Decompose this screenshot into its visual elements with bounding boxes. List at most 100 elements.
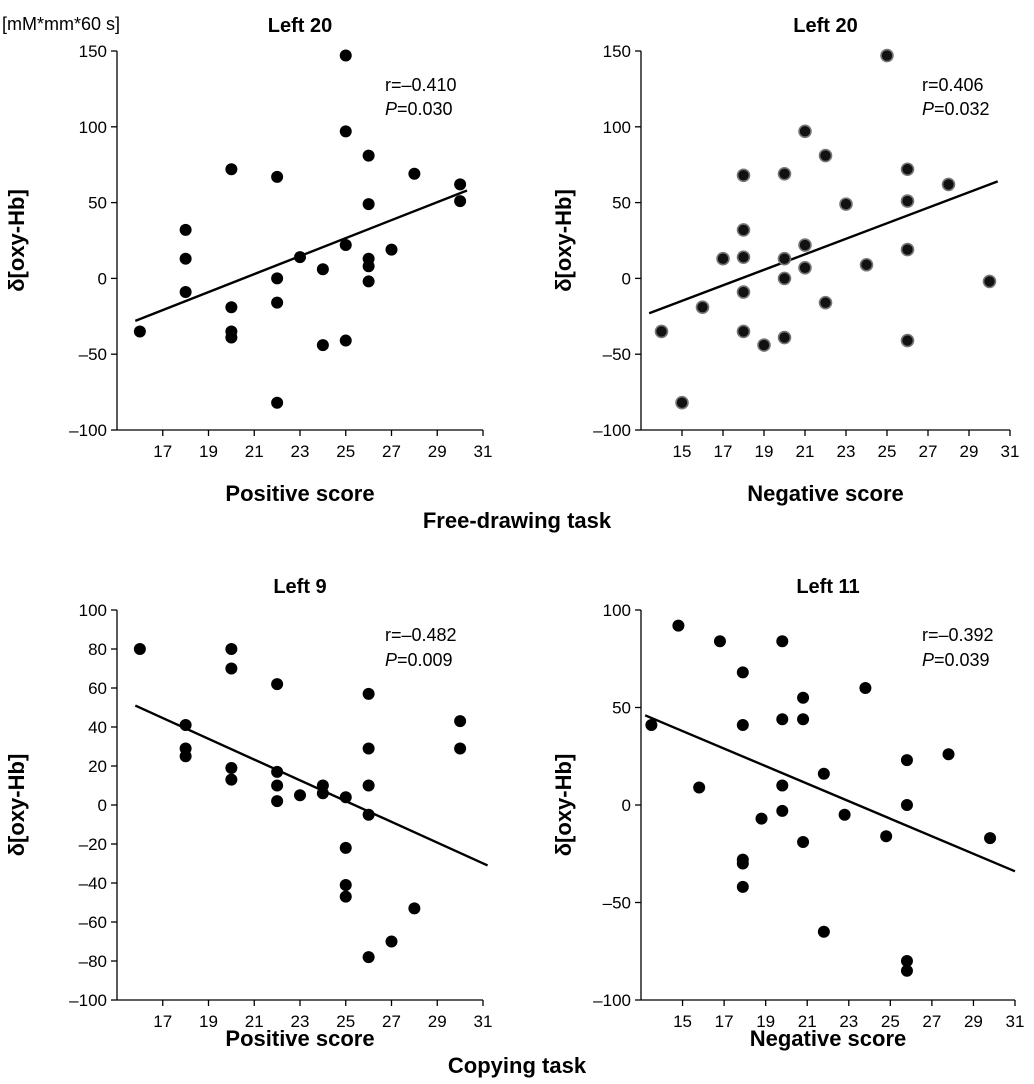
x-tick-label: 25: [878, 442, 897, 461]
y-tick-label: –100: [593, 991, 631, 1010]
panel-bottom-right: –100 –50 0 50 100 15 17 19 21 23 25 27 29 31 Left 11 Ne…: [551, 576, 1024, 1051]
x-tick-label: 25: [336, 442, 355, 461]
regression-line: [134, 704, 489, 867]
data-point: [736, 880, 749, 893]
data-point: [408, 167, 421, 180]
x-tick-label: 31: [474, 442, 493, 461]
x-axis-label: Negative score: [747, 481, 904, 506]
data-point: [713, 635, 726, 648]
y-tick-label: 0: [98, 796, 107, 815]
unit-label: [mM*mm*60 s]: [2, 14, 120, 34]
x-axis-label: Negative score: [750, 1026, 907, 1051]
p-value-symbol: P: [385, 650, 397, 670]
data-point: [133, 325, 146, 338]
y-tick-label: 100: [603, 118, 631, 137]
section-label-copying: Copying task: [448, 1053, 587, 1078]
data-point: [179, 750, 192, 763]
data-point: [316, 787, 329, 800]
data-point: [271, 396, 284, 409]
data-point: [777, 330, 792, 345]
y-tick-label: 100: [79, 118, 107, 137]
data-point: [736, 719, 749, 732]
data-point: [225, 301, 238, 314]
y-tick-label: 0: [622, 269, 631, 288]
data-point: [454, 195, 467, 208]
x-tick-label: 21: [796, 442, 815, 461]
data-point: [362, 742, 375, 755]
y-tick-label: 50: [88, 194, 107, 213]
y-tick-label: –40: [79, 874, 107, 893]
panel-title: Left 9: [273, 576, 326, 598]
x-tick-label: 21: [798, 1012, 817, 1031]
y-tick-label: 0: [622, 796, 631, 815]
x-tick-label: 15: [673, 442, 692, 461]
data-point: [362, 779, 375, 792]
panel-title: Left 20: [268, 15, 332, 37]
data-point: [900, 964, 913, 977]
y-tick-label: 0: [98, 269, 107, 288]
data-point: [225, 773, 238, 786]
x-tick-label: 19: [199, 442, 218, 461]
data-point: [880, 48, 894, 63]
data-point: [859, 257, 874, 272]
data-point: [941, 177, 956, 192]
data-point: [362, 687, 375, 700]
data-point: [225, 331, 238, 344]
x-tick-label: 29: [428, 1012, 447, 1031]
data-point: [900, 754, 913, 767]
x-tick-label: 19: [756, 1012, 775, 1031]
data-point: [672, 619, 685, 632]
data-point: [798, 260, 812, 275]
y-tick-label: 150: [79, 42, 107, 61]
data-point: [408, 902, 421, 915]
y-tick-label: –50: [603, 345, 631, 364]
p-value-number: =0.032: [934, 99, 990, 119]
data-point: [777, 166, 792, 181]
correlation-r: r=0.406: [922, 75, 984, 95]
y-axis-label: δ[oxy-Hb]: [551, 754, 576, 857]
data-point: [454, 178, 467, 191]
x-tick-label: 25: [336, 1012, 355, 1031]
data-point: [179, 719, 192, 732]
data-point: [385, 935, 398, 948]
y-axis-label: δ[oxy-Hb]: [4, 754, 29, 857]
y-tick-label: –50: [603, 894, 631, 913]
x-tick-label: 21: [245, 1012, 264, 1031]
data-point: [362, 951, 375, 964]
data-point: [339, 878, 352, 891]
regression-line: [644, 714, 1016, 873]
data-point: [454, 742, 467, 755]
data-point: [339, 841, 352, 854]
y-tick-label: 80: [88, 640, 107, 659]
data-point: [859, 682, 872, 694]
data-point: [716, 251, 730, 266]
x-tick-label: 23: [837, 442, 856, 461]
data-point: [675, 395, 689, 410]
p-value: P=0.009: [385, 650, 453, 670]
data-point: [736, 168, 751, 183]
x-tick-label: 17: [714, 442, 733, 461]
x-tick-label: 25: [881, 1012, 900, 1031]
y-tick-label: 20: [88, 757, 107, 776]
data-point: [294, 251, 306, 264]
data-point: [736, 250, 751, 264]
data-point: [645, 719, 658, 732]
data-point: [362, 149, 375, 162]
data-point: [339, 334, 352, 347]
data-point: [339, 239, 352, 252]
x-tick-label: 31: [1001, 442, 1020, 461]
x-tick-label: 21: [245, 442, 264, 461]
x-tick-label: 17: [153, 1012, 172, 1031]
x-tick-label: 29: [428, 442, 447, 461]
x-tick-label: 17: [715, 1012, 734, 1031]
data-point: [900, 194, 915, 208]
data-point: [736, 857, 749, 870]
data-point: [271, 765, 284, 778]
x-axis-label: Positive score: [225, 1026, 374, 1051]
y-axis-label: δ[oxy-Hb]: [551, 189, 576, 292]
data-point: [362, 260, 375, 273]
x-tick-label: 31: [1006, 1012, 1025, 1031]
data-point: [818, 295, 833, 310]
data-point: [776, 713, 789, 726]
data-point: [982, 274, 997, 289]
